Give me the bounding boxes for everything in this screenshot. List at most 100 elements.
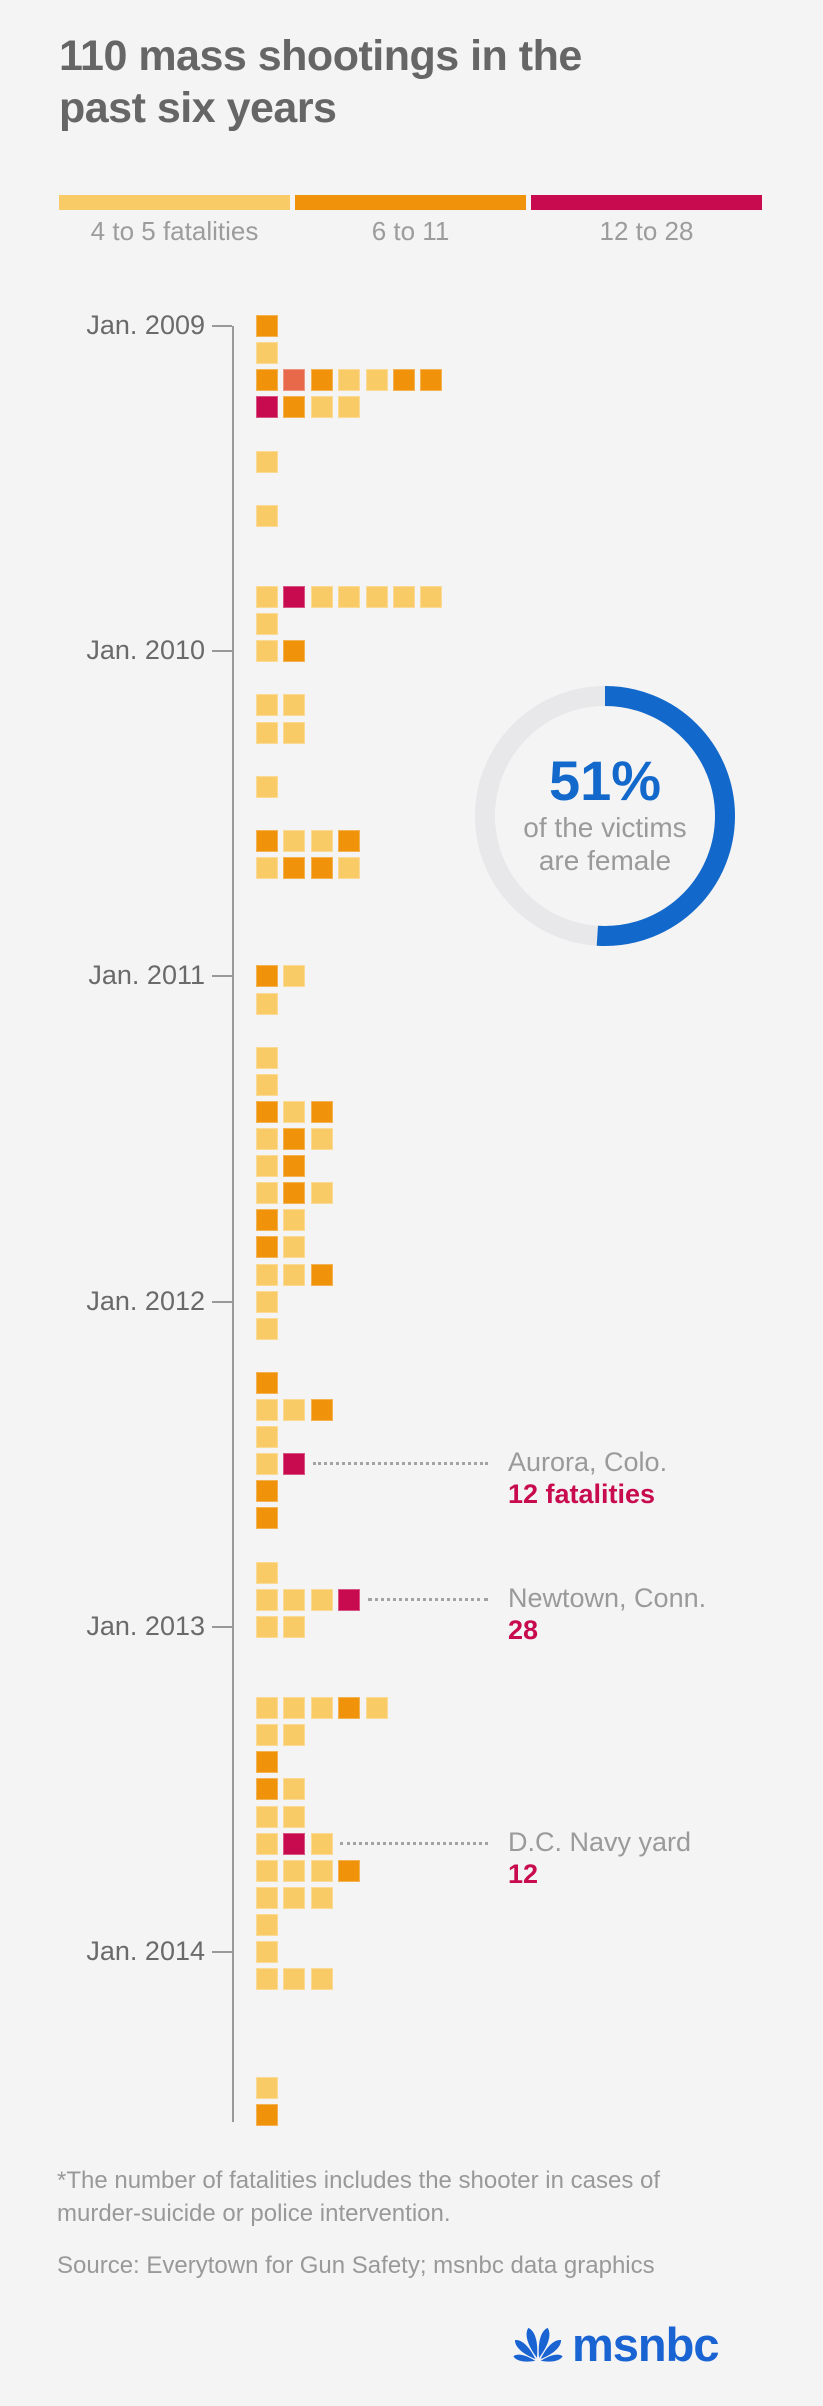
shooting-square xyxy=(256,965,278,988)
shooting-square xyxy=(256,992,278,1015)
shooting-square xyxy=(310,1697,333,1720)
shooting-square xyxy=(420,586,443,608)
donut-chart xyxy=(475,686,735,946)
annotation-title: Newtown, Conn. xyxy=(508,1582,707,1613)
shooting-square xyxy=(393,369,415,392)
legend-label: 6 to 11 xyxy=(371,216,450,246)
shooting-square xyxy=(256,1236,278,1259)
annotation-leader-line xyxy=(340,1841,488,1845)
legend-label: 12 to 28 xyxy=(599,216,694,246)
shooting-square xyxy=(256,1968,278,1991)
shooting-square xyxy=(338,396,361,419)
shooting-square xyxy=(256,1317,278,1340)
page-title: 110 mass shootings in the past six years xyxy=(59,30,582,134)
donut-arc xyxy=(475,686,735,946)
shooting-square xyxy=(310,1588,333,1611)
timeline-axis xyxy=(232,326,234,2122)
shooting-square xyxy=(256,1588,278,1611)
donut-value: 51% xyxy=(548,749,662,812)
annotation-leader-line xyxy=(312,1462,488,1466)
shooting-square xyxy=(256,829,278,852)
shooting-square xyxy=(256,1615,278,1638)
source-credit: Source: Everytown for Gun Safety; msnbc … xyxy=(57,2252,655,2279)
year-label: Jan. 2010 xyxy=(86,635,205,666)
shooting-square xyxy=(256,775,278,798)
shooting-square xyxy=(256,1155,278,1178)
peacock-icon xyxy=(513,2327,563,2362)
shooting-square xyxy=(283,1236,306,1259)
shooting-square xyxy=(283,1832,306,1855)
shooting-square xyxy=(310,1100,333,1123)
shooting-square xyxy=(256,504,278,527)
shooting-square xyxy=(310,369,333,392)
legend-swatch xyxy=(295,195,526,210)
peacock-feather xyxy=(540,2340,562,2360)
shooting-square xyxy=(256,1290,278,1313)
shooting-square xyxy=(283,396,306,419)
shooting-square xyxy=(256,1182,278,1205)
title-line-2: past six years xyxy=(59,84,337,132)
shooting-square xyxy=(256,396,278,419)
shooting-square xyxy=(310,829,333,852)
year-label: Jan. 2011 xyxy=(88,960,205,991)
annotation-value: 12 xyxy=(508,1858,539,1889)
shooting-square xyxy=(256,721,278,744)
shooting-square xyxy=(256,1832,278,1855)
shooting-square xyxy=(283,857,306,879)
peacock-feather xyxy=(514,2340,536,2360)
shooting-square xyxy=(256,1453,278,1476)
shooting-square xyxy=(365,1697,388,1720)
year-label: Jan. 2013 xyxy=(86,1610,205,1641)
footnote: *The number of fatalities includes the s… xyxy=(57,2164,660,2230)
shooting-square xyxy=(256,1128,278,1150)
shooting-square xyxy=(283,1100,306,1123)
year-tick xyxy=(212,1951,232,1953)
msnbc-logo: msnbc xyxy=(512,2317,719,2371)
shooting-square xyxy=(256,1371,278,1394)
shooting-square xyxy=(310,1128,333,1150)
shooting-square xyxy=(310,1263,333,1286)
shooting-square xyxy=(256,1507,278,1530)
shooting-square xyxy=(338,369,361,392)
msnbc-wordmark: msnbc xyxy=(572,2317,719,2371)
shooting-square xyxy=(256,1209,278,1232)
shooting-square xyxy=(256,857,278,879)
shooting-square xyxy=(256,315,278,337)
title-line-1: 110 mass shootings in the xyxy=(59,32,582,80)
shooting-square xyxy=(283,1128,306,1150)
peacock-feather xyxy=(513,2354,536,2362)
shooting-square xyxy=(256,1778,278,1801)
footnote-line-2: murder-suicide or police intervention. xyxy=(57,2200,451,2227)
shooting-square xyxy=(393,586,415,608)
shooting-square xyxy=(256,2103,278,2126)
shooting-square xyxy=(365,586,388,608)
shooting-square xyxy=(420,369,443,392)
shooting-square xyxy=(256,694,278,717)
shooting-square xyxy=(256,1859,278,1882)
shooting-square xyxy=(256,613,278,636)
shooting-square xyxy=(310,1832,333,1855)
peacock-feather xyxy=(540,2354,563,2362)
shooting-square xyxy=(256,1561,278,1584)
shooting-square xyxy=(283,586,306,608)
shooting-square xyxy=(283,694,306,717)
shooting-square xyxy=(256,2076,278,2099)
peacock-feather xyxy=(538,2327,550,2358)
shooting-square xyxy=(283,829,306,852)
shooting-square xyxy=(338,586,361,608)
shooting-square xyxy=(310,1859,333,1882)
legend-label: 4 to 5 fatalities xyxy=(90,216,259,246)
shooting-square xyxy=(338,857,361,879)
shooting-square xyxy=(256,640,278,663)
shooting-square xyxy=(338,829,361,852)
shooting-square xyxy=(310,586,333,608)
shooting-square xyxy=(283,1182,306,1205)
legend-swatch xyxy=(59,195,290,210)
shooting-square xyxy=(256,1697,278,1720)
shooting-square xyxy=(283,640,306,663)
shooting-square xyxy=(256,1724,278,1747)
donut-caption-line-1: of the victims xyxy=(523,812,687,843)
shooting-square xyxy=(310,1399,333,1421)
shooting-square xyxy=(283,1859,306,1882)
